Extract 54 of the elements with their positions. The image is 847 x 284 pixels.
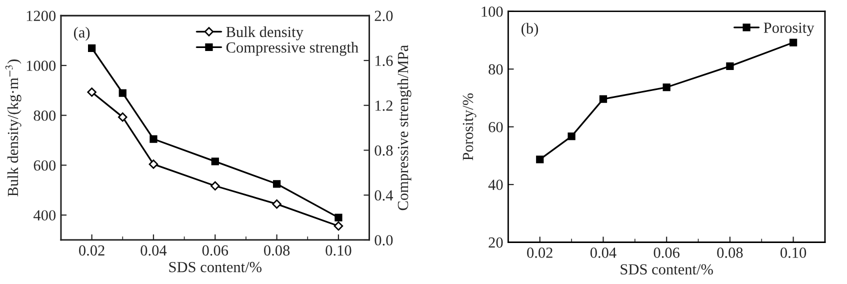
x-tick-label: 0.08: [264, 245, 290, 256]
legend-label: Compressive strength: [226, 42, 358, 56]
x-tick-label: 0.04: [590, 248, 616, 258]
y-tick-label: 20: [488, 237, 503, 248]
x-axis-title: SDS content/%: [169, 262, 262, 272]
annotation: (b): [522, 22, 538, 37]
point: [211, 158, 219, 166]
y2-tick-label: 1.6: [375, 56, 393, 66]
point: [599, 95, 608, 103]
y2-tick-label: 0.0: [374, 235, 393, 246]
y2-tick-label: 0.4: [374, 190, 394, 201]
y-tick-label: 400: [34, 210, 56, 220]
y-tick-label: 600: [34, 160, 56, 171]
x-tick-label: 0.10: [326, 245, 352, 256]
y-axis-title: Porosity/%: [462, 93, 476, 160]
point: [118, 112, 128, 122]
y-tick-label: 40: [488, 180, 503, 190]
y-tick-label: 100: [482, 6, 503, 17]
point: [726, 62, 734, 70]
y2-tick-label: 2.0: [374, 10, 393, 22]
point: [568, 132, 576, 140]
point: [148, 160, 158, 169]
point: [789, 38, 798, 46]
point: [272, 199, 282, 209]
point: [88, 44, 96, 52]
point: [118, 89, 126, 97]
annotation: (a): [74, 26, 90, 41]
point: [272, 180, 281, 188]
x-tick-label: 0.06: [654, 248, 680, 258]
x-tick-label: 0.08: [717, 248, 743, 258]
point: [87, 88, 96, 97]
x-tick-label: 0.02: [527, 248, 552, 258]
y-tick-label: 800: [34, 110, 56, 121]
point: [334, 221, 344, 231]
y-tick-label: 80: [488, 64, 503, 75]
y-tick-label: 1000: [26, 60, 56, 71]
x-tick-label: 0.06: [202, 245, 228, 256]
legend-label: Bulk density: [226, 26, 304, 40]
point: [536, 156, 544, 164]
y2-axis-title: Compressive strength/MPa: [397, 45, 412, 210]
point: [210, 181, 220, 191]
y2-tick-label: 1.2: [375, 100, 392, 111]
y-axis-title: Bulk density/(kg·m$^{−3}$): [5, 60, 22, 196]
legend-label: Porosity: [764, 22, 814, 36]
point: [334, 214, 342, 222]
y-tick-label: 60: [488, 122, 503, 132]
x-axis-title: SDS content/%: [620, 264, 713, 275]
point: [662, 83, 670, 92]
y-tick-label: 1200: [26, 10, 56, 22]
x-tick-label: 0.10: [780, 248, 806, 258]
x-tick-label: 0.02: [79, 245, 104, 256]
point: [150, 135, 158, 143]
x-tick-label: 0.04: [140, 245, 167, 256]
y2-tick-label: 0.8: [374, 145, 393, 156]
